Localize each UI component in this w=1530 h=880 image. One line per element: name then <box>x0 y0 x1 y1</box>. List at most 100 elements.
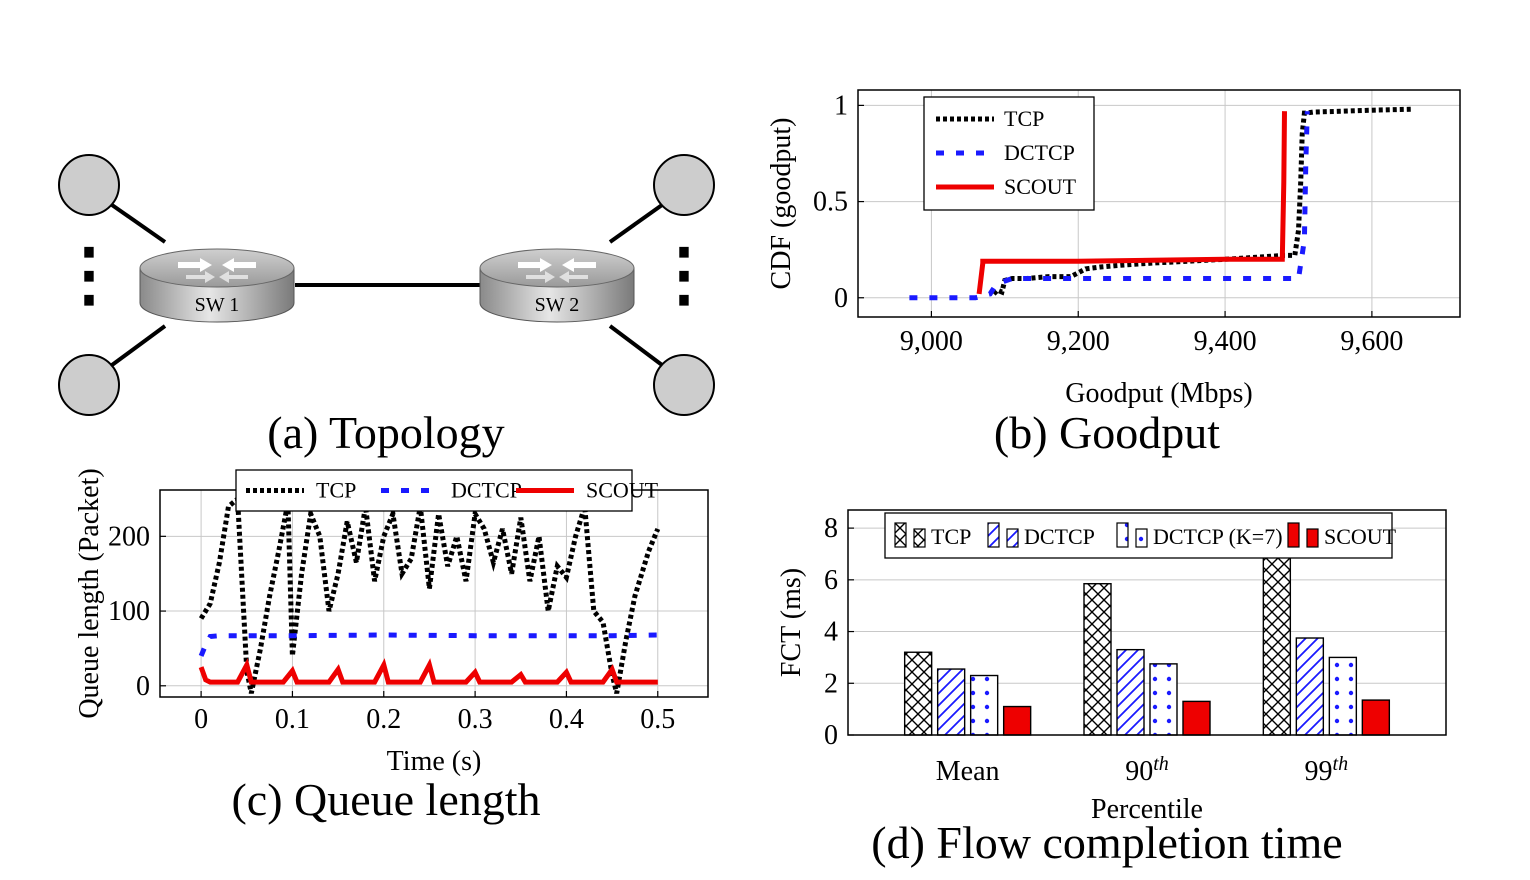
series-line-scout <box>198 658 658 685</box>
0-ytick-label: 0 <box>834 283 848 314</box>
1-xtick-label: 0.3 <box>458 704 493 735</box>
1-xtick-label: 0.4 <box>549 704 584 735</box>
0-xtick-label: 9,000 <box>900 326 963 357</box>
legend-swatch <box>1116 522 1129 548</box>
ellipsis-left: ⋮ <box>54 237 124 314</box>
bar-scout <box>1182 700 1211 736</box>
bar-tcp <box>1262 537 1292 736</box>
legend: TCP DCTCP SCOUT <box>923 96 1095 211</box>
1-ytick-label: 100 <box>108 596 150 627</box>
link-host2-sw1 <box>110 324 167 367</box>
legend-entry: DCTCP <box>1004 140 1075 165</box>
legend: TCP DCTCP SCOUT <box>235 469 659 512</box>
bar-dctcp <box>1295 637 1325 736</box>
0-y-axis-label: CDF (goodput) <box>766 118 797 290</box>
2-ytick-label: 6 <box>824 565 838 596</box>
bar-tcp <box>903 651 933 736</box>
bar-tcp <box>1083 583 1112 736</box>
1-xtick-label: 0.5 <box>640 704 675 735</box>
legend-entry: SCOUT <box>1324 524 1397 549</box>
legend-entry: SCOUT <box>1004 174 1077 199</box>
1-xtick-label: 0.2 <box>366 704 401 735</box>
2-x-axis-label: Percentile <box>1091 794 1203 825</box>
legend-swatch <box>1135 528 1148 548</box>
switch-2-icon: SW 2 <box>479 248 635 323</box>
legend-swatch <box>1306 528 1319 548</box>
bar-dctcp-k-7- <box>1149 663 1178 736</box>
1-xtick-label: 0 <box>194 704 208 735</box>
category-superscript: th <box>1153 753 1169 775</box>
legend-entry: DCTCP <box>1024 524 1095 549</box>
0-plot-border <box>857 89 1461 318</box>
goodput-chart: 9,000 9,200 9,400 9,600 0 0.5 1 Goodput (Mbps) C… <box>766 89 1461 458</box>
legend-box <box>923 96 1095 211</box>
legend-swatch <box>1006 528 1019 548</box>
legend-entry: TCP <box>931 524 971 549</box>
2-y-axis-label: FCT (ms) <box>776 568 807 677</box>
category-label-text: 99 <box>1305 756 1333 787</box>
legend-swatch <box>987 522 1000 548</box>
switch-1-icon: SW 1 <box>139 248 295 323</box>
2-ytick-label: 2 <box>824 668 838 699</box>
0-xtick-label: 9,600 <box>1340 326 1403 357</box>
0-x-axis-label: Goodput (Mbps) <box>1065 378 1252 409</box>
link-host1-sw1 <box>110 203 167 244</box>
ellipsis-right: ⋮ <box>649 237 719 314</box>
2-ytick-label: 4 <box>824 617 838 648</box>
host-node <box>58 154 120 216</box>
bar-dctcp-k-7- <box>1328 656 1358 736</box>
1-y-axis-label: Queue length (Packet) <box>74 468 105 718</box>
0-xtick-label: 9,400 <box>1194 326 1257 357</box>
2-ytick-label: 8 <box>824 513 838 544</box>
bar-dctcp <box>936 668 966 736</box>
1-ytick-label: 0 <box>136 671 150 702</box>
legend-swatch <box>1287 522 1300 548</box>
legend-swatch <box>913 528 926 548</box>
category-label: 90th <box>1125 753 1169 787</box>
bar-scout <box>1002 705 1032 736</box>
2-ytick-label: 0 <box>824 720 838 751</box>
bar-scout <box>1361 699 1391 736</box>
2-plot-border <box>847 509 1447 736</box>
topology-panel: ⋮ ⋮ SW 1 SW 2 (a) Topology <box>54 154 719 458</box>
legend-entry: DCTCP (K=7) <box>1153 524 1283 549</box>
0-ytick-label: 1 <box>834 90 848 121</box>
1-caption: (c) Queue length <box>231 774 540 825</box>
link-sw2-host3 <box>608 203 664 244</box>
caption-a: (a) Topology <box>267 407 504 458</box>
legend-entry: DCTCP <box>451 478 522 503</box>
1-ytick-label: 200 <box>108 521 150 552</box>
1-x-axis-label: Time (s) <box>387 746 482 777</box>
category-label-text: 90 <box>1125 756 1153 787</box>
2-caption: (d) Flow completion time <box>871 817 1342 868</box>
1-plot-area <box>160 490 708 697</box>
0-xtick-label: 9,200 <box>1047 326 1110 357</box>
switch-1-label: SW 1 <box>195 294 240 316</box>
link-sw2-host4 <box>608 324 664 367</box>
legend-entry: TCP <box>1004 106 1044 131</box>
host-node <box>58 354 120 416</box>
series-line-dctcp <box>909 111 1310 301</box>
host-node <box>653 354 715 416</box>
bar-dctcp-k-7- <box>969 674 999 736</box>
queue-chart: 0 0.1 0.2 0.3 0.4 0.5 0 100 200 Time (s) Queue len… <box>74 468 709 825</box>
host-node <box>653 154 715 216</box>
legend-entry: TCP <box>316 478 356 503</box>
series-line-scout <box>976 111 1287 295</box>
category-superscript: th <box>1333 753 1349 775</box>
category-label-text: Mean <box>936 756 1000 787</box>
series-line-tcp <box>198 493 661 694</box>
series-line-dctcp <box>198 632 658 657</box>
legend-entry: SCOUT <box>586 478 659 503</box>
category-label: 99th <box>1305 753 1349 787</box>
legend: TCP DCTCP DCTCP (K=7) SCOUT <box>884 512 1397 559</box>
1-xtick-label: 0.1 <box>275 704 310 735</box>
0-ytick-label: 0.5 <box>813 187 848 218</box>
category-label: Mean <box>936 756 1000 787</box>
legend-swatch <box>894 522 907 548</box>
0-caption: (b) Goodput <box>994 407 1220 458</box>
bar-dctcp <box>1116 648 1145 736</box>
switch-2-label: SW 2 <box>535 294 580 316</box>
